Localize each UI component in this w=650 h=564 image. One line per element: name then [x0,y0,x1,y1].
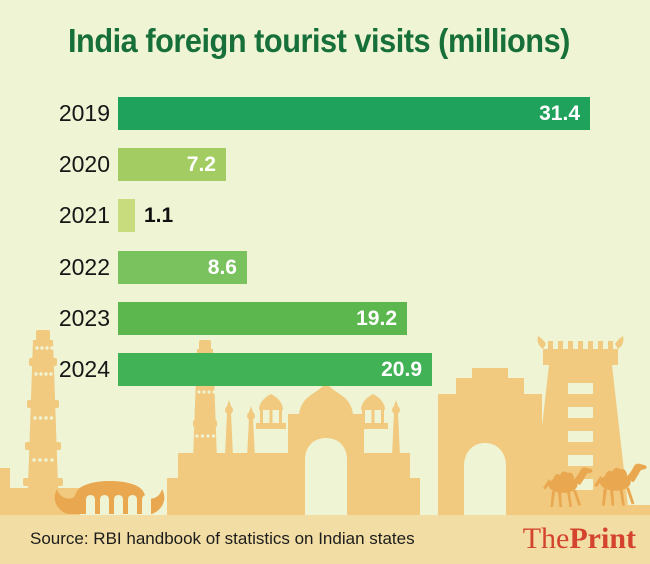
bar-chart: 2019 31.4 2020 7.2 2021 1.1 2022 8.6 2023 19.2 202… [0,97,650,397]
wall-icon [0,468,10,515]
value-label: 19.2 [356,307,397,330]
bar-row: 2024 20.9 [0,353,650,386]
year-label: 2024 [58,356,110,382]
year-label: 2021 [58,202,110,228]
houseboat-icon [54,481,165,514]
bar-row: 2023 19.2 [0,302,650,335]
logo-the: The [522,522,570,555]
value-label: 7.2 [186,153,216,176]
bar-2022: 8.6 [118,251,247,284]
mosque-icon [167,371,420,515]
year-label: 2020 [58,151,110,177]
bar-row: 2022 8.6 [0,251,650,284]
bar-row: 2020 7.2 [0,148,650,181]
value-label: 8.6 [207,256,237,279]
source-text: Source: RBI handbook of statistics on In… [30,529,415,548]
bar-row: 2021 1.1 [0,199,650,232]
gateway-arch-icon [438,368,542,515]
footer-band: Source: RBI handbook of statistics on In… [0,515,650,564]
year-label: 2023 [58,305,110,331]
value-label: 20.9 [381,358,422,381]
bar-2024: 20.9 [118,353,432,386]
bar-2023: 19.2 [118,302,407,335]
wall-icon [622,505,650,515]
value-label: 1.1 [144,204,174,227]
year-label: 2019 [58,100,110,126]
india-monuments-skyline-icon [0,330,650,515]
bar-2019: 31.4 [118,97,590,130]
bar-2021 [118,199,135,232]
chart-title: India foreign tourist visits (millions) [68,22,570,59]
year-label: 2022 [58,254,110,280]
theprint-logo: ThePrint [523,522,636,556]
logo-print: Print [569,522,636,555]
bar-row: 2019 31.4 [0,97,650,130]
value-label: 31.4 [539,102,580,125]
bar-2020: 7.2 [118,148,226,181]
